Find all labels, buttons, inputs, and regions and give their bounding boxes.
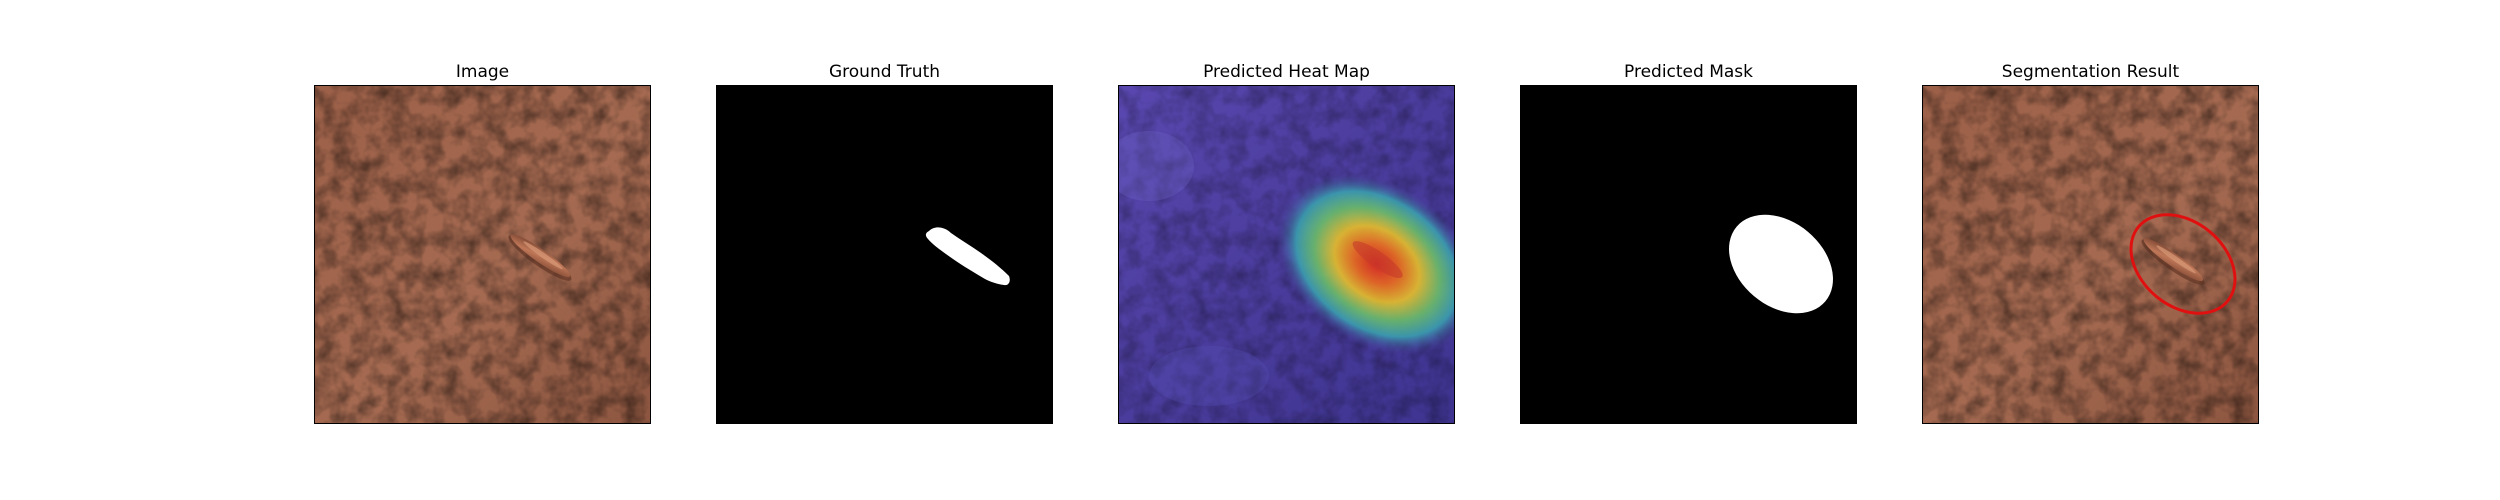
panel-title-predicted-mask: Predicted Mask	[1624, 62, 1753, 82]
panel-heat-map: Predicted Heat Map	[1118, 60, 1455, 424]
panel-image: Image	[314, 60, 651, 424]
leather-texture	[315, 86, 650, 423]
panel-title-image: Image	[455, 62, 510, 82]
leather-photo	[314, 85, 651, 424]
segmentation-contour	[2129, 213, 2237, 315]
panel-title-ground-truth: Ground Truth	[828, 62, 941, 82]
panel-ground-truth: Ground Truth	[716, 60, 1053, 424]
heat-hotspot	[1275, 173, 1454, 355]
predicted-mask-region	[1729, 214, 1833, 314]
panel-title-segmentation-result: Segmentation Result	[2001, 62, 2180, 82]
ground-truth-mask	[716, 85, 1053, 424]
heat-map-image	[1118, 85, 1455, 424]
panel-segmentation-result: Segmentation Result	[1922, 60, 2259, 424]
predicted-mask-image	[1520, 85, 1857, 424]
ground-truth-region	[925, 227, 1010, 286]
defect-scratch	[508, 234, 572, 281]
panel-title-heat-map: Predicted Heat Map	[1203, 62, 1370, 82]
panel-predicted-mask: Predicted Mask	[1520, 60, 1857, 424]
segmentation-result-image	[1922, 85, 2259, 424]
